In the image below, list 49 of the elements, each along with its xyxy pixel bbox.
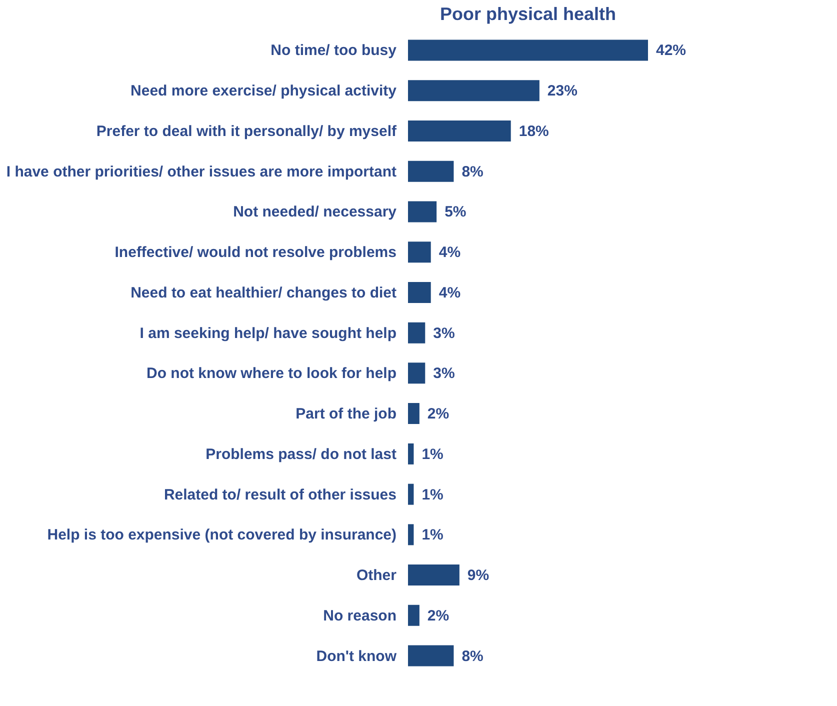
bar [408, 484, 414, 505]
y-tick-label: No time/ too busy [270, 42, 398, 60]
y-tick-label: Related to/ result of other issues [164, 486, 396, 504]
data-label: 8% [462, 163, 484, 180]
bar [408, 282, 431, 303]
data-label: 2% [427, 406, 450, 423]
bar [408, 322, 426, 344]
bar [408, 242, 431, 263]
y-tick-label: Need more exercise/ physical activity [130, 82, 398, 100]
data-label: 8% [462, 648, 484, 665]
bar [408, 160, 454, 182]
y-tick-label: I am seeking help/ have sought help [140, 324, 396, 342]
y-tick-label: Part of the job [296, 406, 396, 423]
data-label: 5% [444, 204, 466, 221]
data-label: 1% [422, 446, 444, 463]
y-tick-label: Problems pass/ do not last [206, 446, 396, 463]
data-label: 18% [518, 122, 549, 140]
y-tick-label: Ineffective/ would not resolve problems [114, 244, 396, 262]
bar [408, 120, 511, 142]
data-label: 4% [438, 244, 461, 262]
data-label: 1% [422, 486, 444, 504]
data-label: 3% [433, 324, 455, 342]
data-label: 1% [422, 526, 444, 544]
bar [408, 201, 437, 222]
y-tick-label: Need to eat healthier/ changes to diet [130, 284, 396, 302]
bar [408, 40, 648, 61]
y-tick-label: I have other priorities/ other issues are more important [6, 163, 396, 180]
data-label: 23% [547, 82, 578, 100]
bar [408, 443, 414, 464]
y-tick-label: Do not know where to look for help [146, 365, 396, 382]
data-label: 4% [438, 284, 461, 302]
bar [408, 362, 426, 384]
data-label: 3% [433, 365, 455, 382]
bar [408, 403, 420, 424]
bar [408, 604, 420, 626]
bar [408, 80, 540, 102]
y-tick-label: No reason [323, 607, 396, 624]
y-tick-label: Help is too expensive (not covered by insurance) [47, 526, 396, 544]
y-tick-label: Other [356, 567, 397, 584]
data-label: 2% [427, 607, 450, 624]
data-label: 42% [656, 42, 686, 60]
y-tick-label: Don't know [316, 648, 397, 665]
chart-title: Poor physical health [440, 4, 616, 24]
y-tick-label: Prefer to deal with it personally/ by myself [96, 122, 398, 140]
bar [408, 524, 414, 546]
bar [408, 645, 454, 666]
y-tick-label: Not needed/ necessary [233, 204, 398, 221]
data-label: 9% [467, 567, 490, 584]
bar [408, 564, 460, 586]
